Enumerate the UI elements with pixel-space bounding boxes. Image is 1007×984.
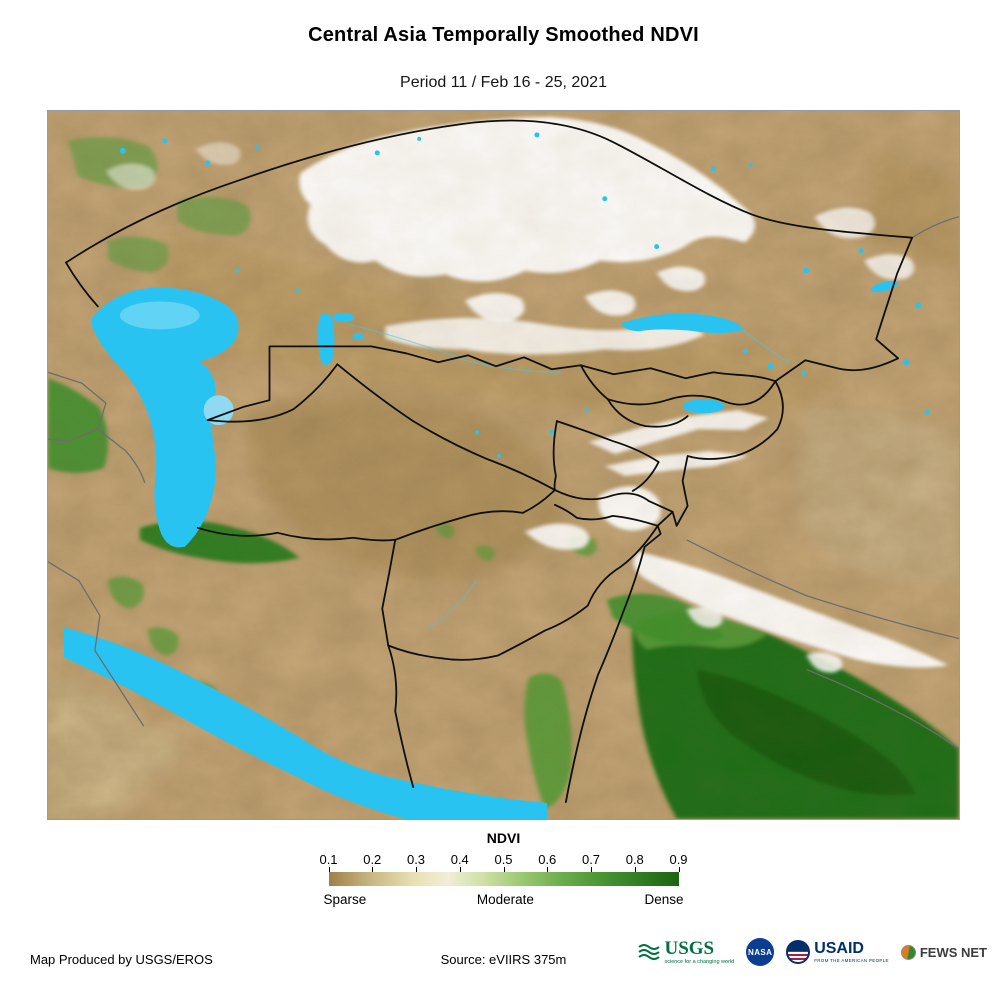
usgs-logo-tagline: science for a changing world (664, 959, 735, 965)
tickmark (503, 867, 505, 872)
page-subtitle: Period 11 / Feb 16 - 25, 2021 (400, 74, 607, 91)
legend-tick-labels: 0.1 0.2 0.3 0.4 0.5 0.6 0.7 0.8 0.9 (319, 852, 687, 867)
usaid-logo-text: USAID (814, 940, 864, 957)
usgs-logo-text: USGS (664, 938, 715, 959)
tick-label: 0.4 (450, 852, 469, 867)
tick-label: 0.6 (538, 852, 557, 867)
page-title: Central Asia Temporally Smoothed NDVI (308, 24, 699, 46)
water-layer (63, 132, 930, 819)
legend-tickmarks (328, 867, 680, 872)
tick-label: 0.9 (669, 852, 688, 867)
legend-colorbar (328, 872, 679, 886)
tickmark (459, 867, 461, 872)
usaid-logo-tagline: FROM THE AMERICAN PEOPLE (814, 958, 889, 963)
tick-label: 0.3 (406, 852, 426, 867)
map-canvas (48, 111, 959, 819)
fewsnet-globe-icon (900, 944, 916, 960)
tick-label: 0.7 (581, 852, 601, 867)
fewsnet-logo-text: FEWS NET (919, 944, 987, 960)
tickmark (328, 867, 330, 872)
borders-secondary (48, 216, 959, 750)
legend-category-moderate: Moderate (476, 892, 534, 907)
nasa-logo-icon: NASA (746, 938, 775, 966)
ndvi-map (47, 110, 960, 820)
usgs-logo: USGS science for a changing world (638, 939, 734, 965)
tick-label: 0.1 (319, 852, 338, 867)
usaid-emblem-icon (786, 940, 811, 964)
tickmark (416, 867, 417, 872)
tick-label: 0.5 (494, 852, 513, 867)
credit-text: Map Produced by USGS/EROS (30, 952, 213, 967)
usgs-waves-icon (638, 944, 661, 960)
tickmark (547, 867, 549, 872)
source-text: Source: eVIIRS 375m (440, 952, 567, 967)
tickmark (372, 867, 374, 872)
borders-primary (65, 119, 914, 803)
tickmark (634, 867, 636, 872)
tick-label: 0.2 (363, 852, 382, 867)
usaid-logo: USAID FROM THE AMERICAN PEOPLE (786, 940, 889, 964)
legend-categories: Sparse Moderate Dense (324, 892, 684, 907)
legend-title: NDVI (486, 830, 521, 846)
tick-label: 0.8 (625, 852, 644, 867)
legend: NDVI 0.1 0.2 0.3 0.4 0.5 0.6 0.7 0.8 0.9… (0, 830, 1007, 907)
fewsnet-logo: FEWS NET (900, 944, 987, 960)
legend-category-sparse: Sparse (323, 892, 367, 907)
tickmark (591, 867, 592, 872)
tickmark (678, 867, 680, 872)
legend-category-dense: Dense (644, 892, 684, 907)
logo-strip: USGS science for a changing world NASA U… (638, 938, 987, 966)
